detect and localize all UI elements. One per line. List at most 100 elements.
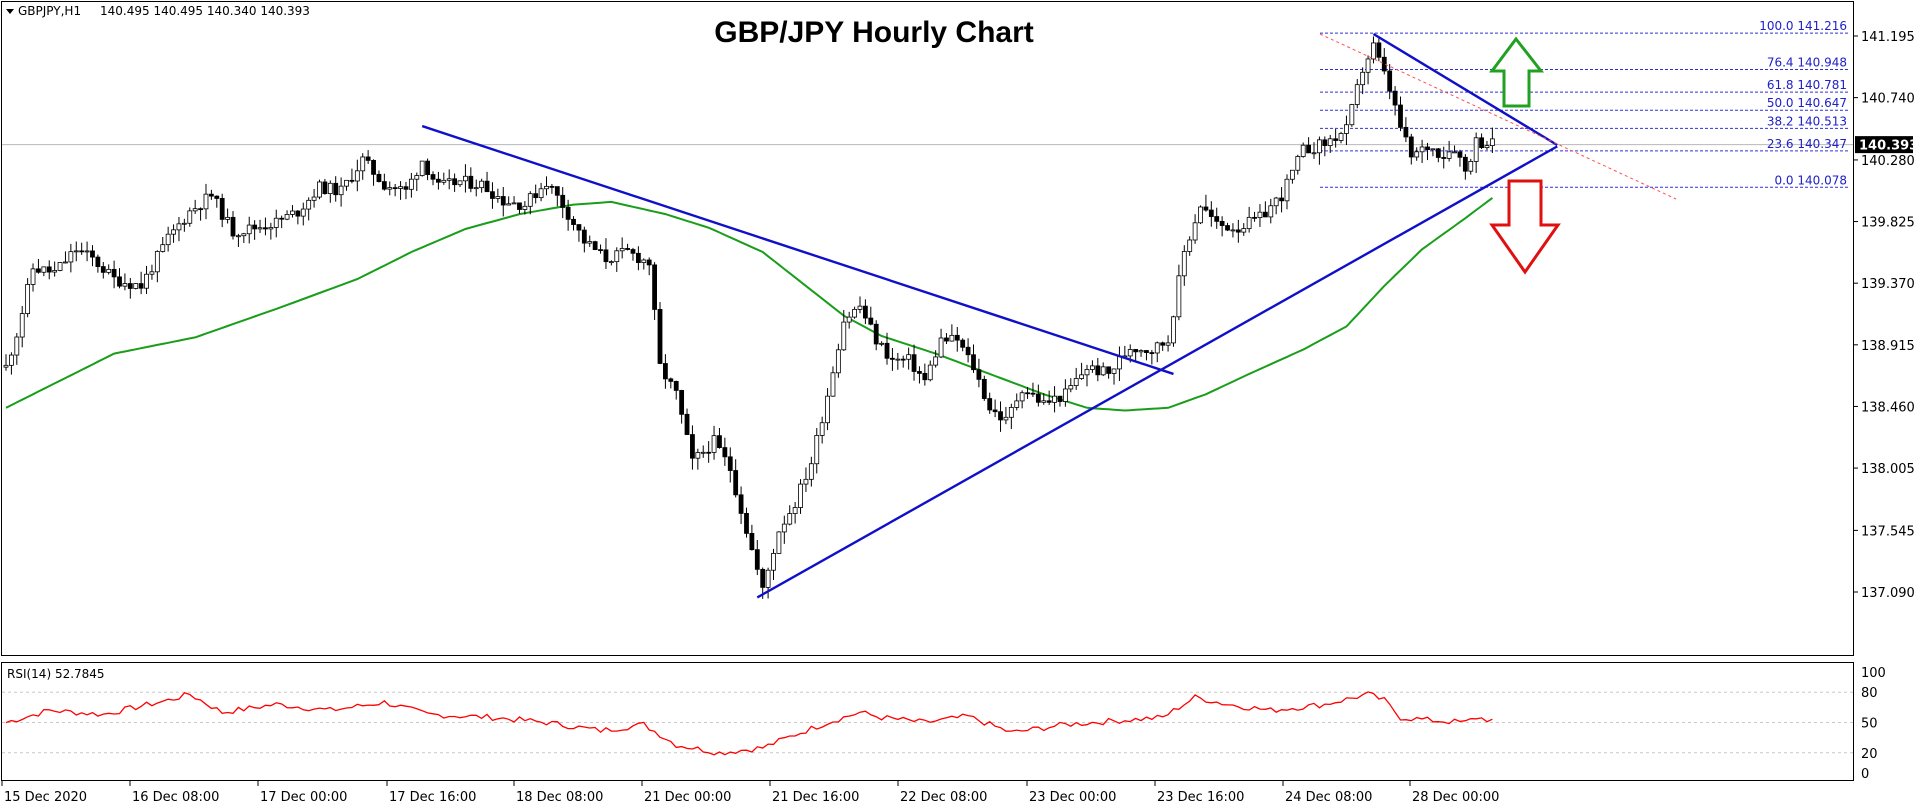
candle-body (1300, 144, 1306, 157)
candle-body (252, 224, 258, 230)
candle-body (1322, 139, 1328, 146)
symbol-dropdown-icon[interactable] (6, 9, 14, 14)
candle-body (598, 249, 603, 252)
candle-body (1360, 71, 1366, 86)
symbol-header: GBPJPY,H1 (18, 4, 81, 18)
candle-body (771, 553, 776, 571)
price-tick-label: 137.090 (1861, 586, 1915, 601)
candle-body (408, 178, 414, 190)
rsi-line (5, 691, 1493, 756)
price-tick-label: 140.740 (1861, 92, 1915, 107)
current-price-marker: 140.393 (1855, 136, 1916, 154)
rsi-level-label: 20 (1861, 747, 1878, 762)
candle-body (749, 532, 755, 551)
candle-body (392, 187, 398, 190)
candle-body (765, 569, 771, 588)
current-price-badge (1855, 136, 1913, 154)
candle-body (1441, 157, 1447, 159)
candle-body (641, 259, 647, 263)
candle-body (1149, 352, 1155, 354)
candle-body (906, 354, 912, 360)
candle-body (841, 321, 847, 351)
time-tick-label: 22 Dec 08:00 (900, 790, 987, 805)
candle-body (236, 235, 241, 238)
price-tick-label: 139.825 (1861, 216, 1915, 231)
candle-body (138, 283, 144, 289)
rsi-level-label: 100 (1861, 666, 1886, 681)
candle-body (608, 261, 614, 264)
candle-body (1398, 104, 1403, 128)
candle-body (987, 398, 993, 411)
candle-body (798, 483, 803, 508)
candle-body (1446, 151, 1452, 159)
candle-body (1187, 239, 1193, 252)
candle-body (1127, 349, 1133, 357)
candle-body (1252, 216, 1257, 219)
candle-body (208, 193, 214, 197)
price-axis: 141.195 140.740 140.280 139.825 139.370 138.9… (1853, 30, 1915, 601)
time-axis: 15 Dec 2020 16 Dec 08:00 17 Dec 00:00 17 De… (1, 781, 1499, 805)
candle-body (560, 194, 566, 208)
candle-body (1365, 58, 1371, 73)
candle-body (971, 354, 976, 371)
candle-body (1371, 42, 1376, 60)
candle-body (744, 513, 749, 534)
candle-body (1090, 365, 1095, 370)
rsi-level-label: 50 (1861, 717, 1878, 732)
candle-body (927, 364, 933, 381)
candle-body (1198, 206, 1203, 224)
candle-body (792, 507, 798, 514)
candle-body (160, 244, 166, 252)
candle-body (1171, 316, 1176, 344)
candle-body (808, 463, 814, 480)
down-arrow-icon (1489, 179, 1561, 275)
candle-body (830, 372, 836, 397)
candle-body (1181, 251, 1187, 277)
candle-body (414, 175, 420, 180)
candle-body (1262, 211, 1268, 218)
candle-body (338, 185, 344, 196)
candle-body (1046, 400, 1052, 403)
fib-level-label: 76.4 140.948 (1767, 55, 1847, 69)
candle-body (1484, 145, 1490, 149)
candle-body (484, 180, 490, 193)
fib-extension-dashed-line (1319, 33, 1677, 200)
ohlc-header: 140.495 140.495 140.340 140.393 (100, 4, 310, 18)
rsi-levels: 100 80 50 20 0 (2, 666, 1886, 782)
candle-body (944, 337, 949, 342)
candle-body (473, 187, 479, 190)
candle-body (371, 159, 376, 175)
candle-body (900, 358, 906, 361)
candle-body (814, 435, 820, 465)
candle-body (1435, 148, 1441, 158)
candle-body (441, 179, 447, 183)
candle-body (100, 266, 106, 273)
candle-body (463, 175, 468, 182)
price-tick-label: 137.545 (1861, 524, 1915, 539)
candle-body (549, 185, 555, 188)
candle-body (214, 195, 220, 199)
candle-body (938, 337, 944, 358)
candle-body (333, 182, 339, 196)
candle-body (241, 233, 247, 237)
candle-body (663, 363, 668, 380)
candle-body (1273, 197, 1279, 207)
candle-body (117, 276, 122, 287)
candle-body (1138, 350, 1144, 353)
candle-body (490, 191, 495, 199)
candle-body (657, 309, 663, 364)
price-tick-label: 141.195 (1861, 30, 1915, 45)
fibonacci-levels: 100.0 141.216 76.4 140.948 61.8 140.781 50.… (1320, 19, 1850, 188)
candle-body (533, 193, 539, 199)
candle-body (311, 196, 317, 201)
candle-body (668, 378, 674, 382)
candle-body (230, 216, 236, 237)
candle-body (225, 216, 231, 220)
candle-body (998, 411, 1003, 421)
trendline-descending-recent (1372, 32, 1558, 147)
candle-body (279, 217, 285, 220)
candle-body (684, 413, 690, 435)
candle-body (1117, 356, 1122, 370)
candle-body (1279, 197, 1284, 202)
candle-body (1154, 342, 1160, 354)
